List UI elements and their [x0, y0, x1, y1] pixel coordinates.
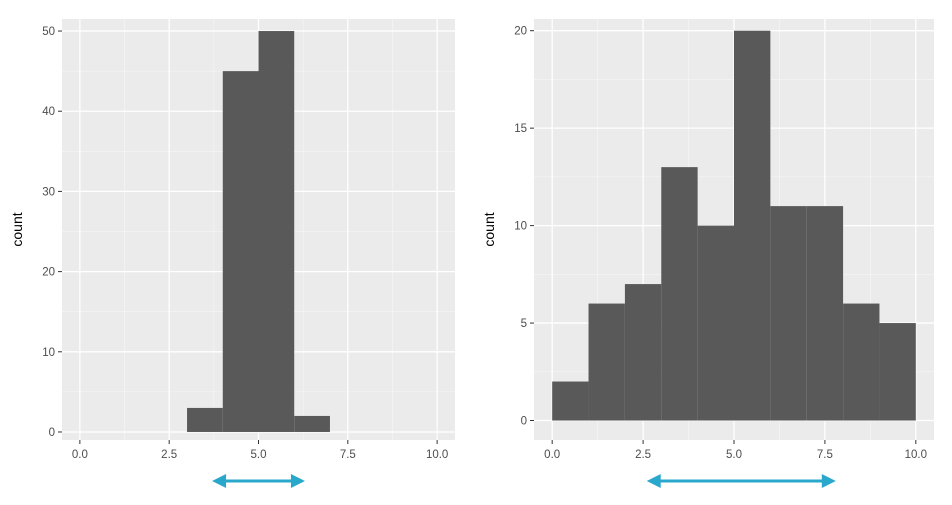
histogram-bar — [258, 31, 295, 432]
y-tick-label: 50 — [42, 26, 55, 38]
y-tick-label: 15 — [514, 123, 527, 135]
histogram-bar — [187, 407, 223, 432]
histogram-bar — [806, 206, 844, 421]
histogram-bar — [661, 167, 698, 421]
x-tick-label: 2.5 — [161, 449, 177, 461]
x-tick-label: 5.0 — [251, 449, 267, 461]
y-tick-label: 40 — [42, 106, 55, 118]
y-axis-title: count — [9, 212, 25, 246]
y-tick-label: 5 — [521, 318, 527, 330]
right-histogram-panel: count 0 5 10 15 20 0.0 2.5 5.0 7.5 10.0 — [476, 0, 952, 505]
y-tick-label: 20 — [514, 26, 527, 38]
right-histogram-chart: count 0 5 10 15 20 0.0 2.5 5.0 7.5 10.0 — [481, 19, 934, 488]
histogram-bar — [294, 415, 330, 432]
histogram-bar — [843, 303, 880, 421]
histogram-bar — [697, 225, 734, 421]
histogram-bar — [770, 206, 807, 421]
left-histogram-chart: count 0 10 20 30 40 50 0.0 2.5 5.0 7.5 10.0 — [9, 19, 455, 488]
histogram-bar — [552, 381, 589, 421]
spread-arrow — [646, 474, 836, 488]
y-axis-title: count — [481, 212, 497, 246]
histogram-bar — [624, 284, 662, 421]
spread-arrow-left-head — [212, 474, 227, 488]
spread-arrow-right-head — [821, 474, 836, 488]
y-tick-label: 10 — [42, 347, 55, 359]
y-tick-label: 0 — [521, 416, 527, 428]
x-tick-label: 10.0 — [905, 449, 927, 461]
histogram-bar — [222, 71, 259, 432]
histogram-bar — [588, 303, 625, 421]
x-tick-label: 10.0 — [426, 449, 448, 461]
x-tick-label: 5.0 — [726, 449, 742, 461]
x-tick-label: 0.0 — [544, 449, 560, 461]
histogram-bar — [879, 323, 916, 421]
y-tick-label: 0 — [49, 427, 55, 439]
x-tick-label: 0.0 — [72, 449, 88, 461]
left-histogram-panel: count 0 10 20 30 40 50 0.0 2.5 5.0 7.5 10.0 — [0, 0, 470, 505]
x-tick-label: 2.5 — [635, 449, 651, 461]
spread-arrow-right-head — [290, 474, 305, 488]
histogram-bar — [734, 30, 771, 421]
y-tick-label: 20 — [42, 267, 55, 279]
y-tick-label: 10 — [514, 221, 527, 233]
x-tick-label: 7.5 — [817, 449, 833, 461]
y-tick-label: 30 — [42, 186, 55, 198]
spread-arrow-left-head — [646, 474, 661, 488]
x-tick-label: 7.5 — [340, 449, 356, 461]
spread-arrow — [212, 474, 305, 488]
